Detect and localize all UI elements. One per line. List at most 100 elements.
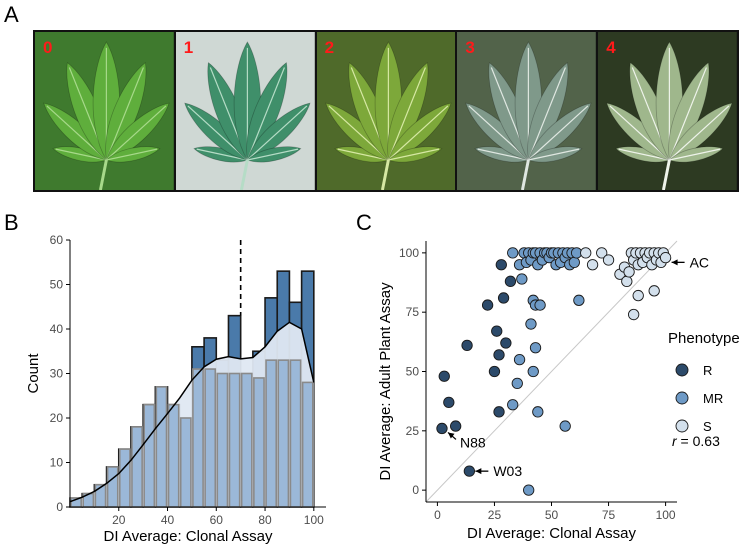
- annotation-arrowhead: [671, 259, 678, 266]
- scatter-point-mr: [525, 318, 537, 330]
- legend-swatch-r: [675, 363, 689, 377]
- histogram-subset-bar: [228, 372, 241, 508]
- scatter-point-r: [504, 275, 517, 287]
- annotation-label: AC: [690, 254, 709, 270]
- leaf-vein: [609, 105, 670, 161]
- leaf-vein: [105, 105, 167, 161]
- y-tick-label: 100: [399, 246, 419, 260]
- scatter-point-s: [621, 275, 633, 287]
- y-tick-label: 50: [50, 278, 64, 292]
- x-tick-label: 75: [602, 508, 616, 522]
- x-tick-label: 0: [434, 508, 441, 522]
- x-tick-label: 100: [304, 513, 324, 527]
- panel-label-c: C: [356, 210, 372, 235]
- y-tick-label: 75: [406, 305, 420, 319]
- histogram-subset-bar: [240, 372, 253, 508]
- photo-score-label: 3: [465, 38, 475, 57]
- scatter-point-r: [497, 292, 510, 304]
- y-tick-label: 60: [50, 233, 64, 247]
- leaf-photo-1: 1: [175, 32, 317, 190]
- correlation-value: = 0.63: [677, 433, 720, 449]
- histogram-subset-bar: [301, 381, 314, 508]
- y-tick-label: 0: [56, 500, 63, 514]
- y-tick-label: 50: [406, 365, 420, 379]
- leaf-vein: [477, 148, 529, 161]
- leaf-vein: [247, 148, 298, 161]
- correlation-symbol: r: [672, 433, 678, 449]
- scatter-point-mr: [523, 484, 535, 496]
- scatter-point-mr: [511, 377, 523, 390]
- leaf-stem: [521, 159, 531, 190]
- panel-label-b: B: [4, 210, 19, 235]
- histogram-subset-bar: [289, 359, 302, 508]
- leaf-vein: [669, 148, 721, 161]
- scatter-point-r: [491, 325, 503, 337]
- x-tick-label: 100: [656, 508, 676, 522]
- x-tick-label: 60: [210, 513, 224, 527]
- leaf-stem: [662, 159, 672, 190]
- x-tick-label: 40: [161, 513, 175, 527]
- scatter-point-mr: [513, 353, 526, 366]
- histogram-subset-bar: [143, 403, 156, 508]
- scatter-point-r: [493, 349, 505, 361]
- x-tick-label: 80: [258, 513, 272, 527]
- scatter-point-r: [463, 465, 476, 477]
- scatter-point-s: [659, 251, 672, 264]
- leaf-image: [35, 32, 174, 190]
- legend-label-s: S: [703, 419, 712, 434]
- scatter-point-s: [623, 266, 635, 278]
- x-axis-title: DI Average: Clonal Assay: [467, 525, 636, 542]
- leaf-vein: [669, 67, 708, 161]
- leaf-vein: [105, 67, 144, 161]
- scatter-point-s: [632, 289, 644, 302]
- leaf-vein: [246, 67, 285, 161]
- leaf-vein: [528, 105, 589, 161]
- histogram-subset-bar: [106, 466, 119, 508]
- histogram-subset-bar: [277, 359, 290, 508]
- scatter-point-mr: [516, 273, 528, 285]
- leaf-vein: [55, 148, 107, 161]
- scatter-point-r: [500, 337, 512, 349]
- scatter-point-r: [438, 370, 450, 382]
- panel-label-a: A: [4, 2, 19, 27]
- leaf-vein: [337, 148, 389, 161]
- leaf-shape: [43, 41, 170, 163]
- leaf-vein: [387, 105, 448, 161]
- leaf-photo-strip: 0 1 2 3 4: [33, 30, 739, 192]
- leaf-vein: [387, 67, 426, 161]
- leaf-vein: [106, 148, 158, 161]
- scatter-point-s: [627, 308, 640, 321]
- leaf-photo-2: 2: [316, 32, 458, 190]
- histogram-subset-bar: [253, 377, 265, 508]
- photo-score-label: 1: [183, 38, 194, 57]
- leaf-vein: [468, 105, 530, 161]
- scatter-point-mr: [534, 299, 546, 311]
- leaf-shape: [324, 41, 452, 163]
- leaf-stem: [98, 159, 108, 190]
- photo-score-label: 4: [606, 38, 616, 57]
- density-curve: [69, 321, 315, 503]
- scatter-point-r: [443, 396, 455, 408]
- scatter-point-mr: [532, 406, 544, 418]
- leaf-vein: [528, 148, 580, 161]
- scatter-point-mr: [573, 294, 585, 306]
- leaf-shape: [183, 41, 311, 163]
- scatter-point-s: [580, 247, 592, 259]
- x-tick-label: 20: [112, 513, 126, 527]
- histogram-subset-bar: [204, 368, 217, 508]
- histogram-subset-bar: [265, 359, 278, 508]
- scatter-point-mr: [529, 342, 542, 354]
- scatter-point-mr: [507, 247, 519, 259]
- legend-swatch-mr: [675, 391, 689, 405]
- histogram-subset-bar: [179, 417, 192, 508]
- leaf-photo-0: 0: [35, 32, 176, 190]
- y-axis-title: Count: [25, 353, 42, 394]
- annotation-label: W03: [493, 463, 522, 479]
- scatter-point-r: [495, 259, 507, 271]
- correlation-label: r = 0.63: [672, 433, 720, 449]
- leaf-image: [598, 32, 737, 190]
- leaf-image: [457, 32, 597, 190]
- y-tick-label: 10: [50, 456, 64, 470]
- legend-label-r: R: [703, 363, 712, 378]
- scatter-point-r: [450, 420, 462, 432]
